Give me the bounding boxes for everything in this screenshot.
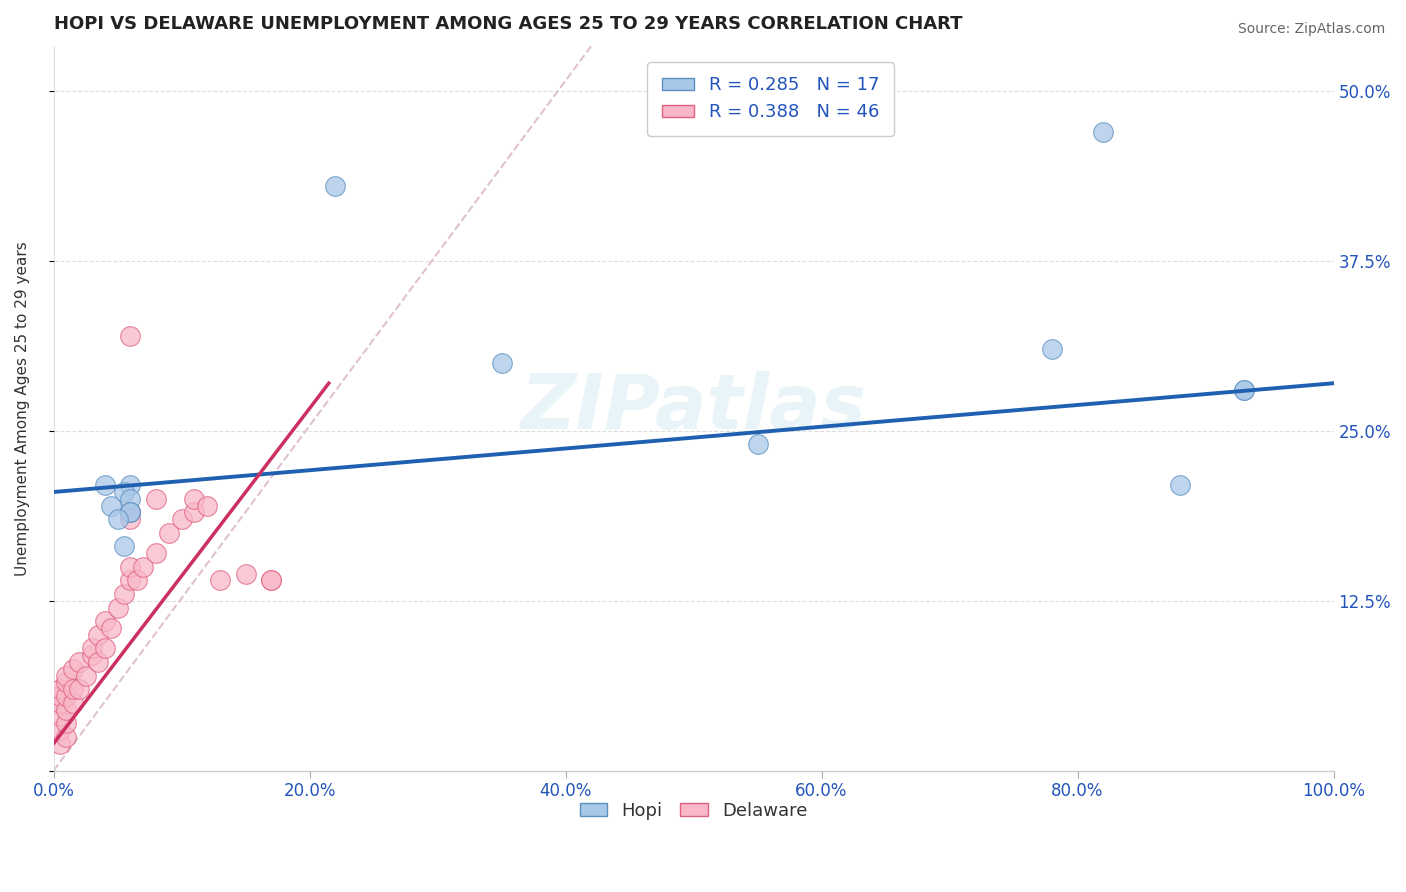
Point (107, 512, 129, 526)
Point (49, 737, 72, 751)
Point (120, 491, 142, 506)
Point (1233, 383, 1256, 397)
Point (1168, 478, 1191, 492)
Point (195, 499, 218, 513)
Point (55, 668, 77, 682)
Point (49, 709, 72, 723)
Point (49, 682, 72, 697)
Point (87, 628, 110, 642)
Point (55, 675, 77, 690)
Point (323, 179, 346, 194)
Point (235, 566, 257, 581)
Point (1040, 343, 1063, 357)
Point (183, 491, 205, 506)
Point (62, 662, 84, 676)
Point (55, 689, 77, 703)
Point (260, 574, 283, 588)
Point (112, 540, 135, 554)
Point (55, 716, 77, 731)
Point (80, 641, 103, 656)
Point (62, 682, 84, 697)
Point (49, 723, 72, 737)
Point (120, 505, 142, 519)
Point (62, 696, 84, 710)
Point (1233, 383, 1256, 397)
Point (49, 696, 72, 710)
Point (75, 668, 97, 682)
Point (1092, 125, 1115, 139)
Point (120, 328, 142, 343)
Point (183, 505, 205, 519)
Point (157, 525, 180, 540)
Point (87, 655, 110, 669)
Point (747, 437, 769, 451)
Point (55, 730, 77, 744)
Point (208, 574, 231, 588)
Point (120, 478, 142, 492)
Point (49, 689, 72, 703)
Point (260, 574, 283, 588)
Point (120, 505, 142, 519)
Point (112, 587, 135, 601)
Point (145, 491, 167, 506)
Legend: Hopi, Delaware: Hopi, Delaware (572, 795, 814, 827)
Point (94, 641, 117, 656)
Point (120, 559, 142, 574)
Point (132, 559, 155, 574)
Point (125, 574, 148, 588)
Point (120, 505, 142, 519)
Point (107, 600, 129, 615)
Text: ZIPatlas: ZIPatlas (520, 371, 866, 445)
Point (120, 512, 142, 526)
Point (100, 499, 122, 513)
Point (145, 546, 167, 560)
Point (67, 682, 90, 697)
Point (67, 655, 90, 669)
Point (80, 648, 103, 662)
Point (94, 614, 117, 628)
Point (491, 356, 513, 370)
Point (112, 485, 135, 500)
Point (120, 505, 142, 519)
Point (94, 478, 117, 492)
Y-axis label: Unemployment Among Ages 25 to 29 years: Unemployment Among Ages 25 to 29 years (15, 241, 30, 575)
Point (170, 512, 193, 526)
Text: Source: ZipAtlas.com: Source: ZipAtlas.com (1237, 22, 1385, 37)
Point (55, 702, 77, 716)
Point (100, 621, 122, 635)
Point (120, 574, 142, 588)
Text: HOPI VS DELAWARE UNEMPLOYMENT AMONG AGES 25 TO 29 YEARS CORRELATION CHART: HOPI VS DELAWARE UNEMPLOYMENT AMONG AGES… (53, 15, 962, 33)
